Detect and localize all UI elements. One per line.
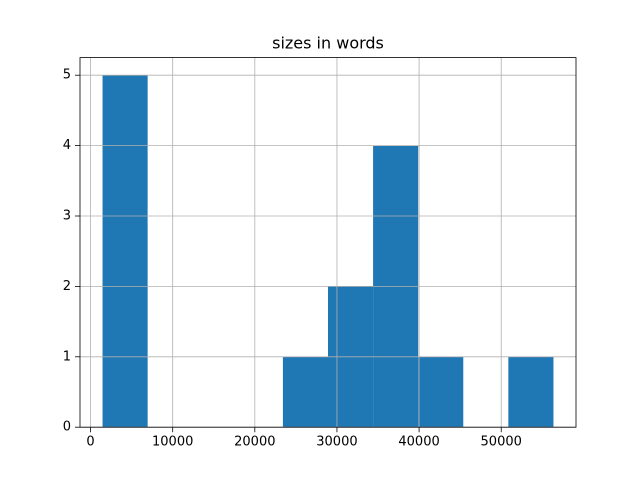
x-tick-label: 40000 — [398, 435, 439, 450]
x-tick-label: 20000 — [234, 435, 275, 450]
y-tick-label: 5 — [63, 68, 71, 83]
y-tick-label: 4 — [63, 138, 71, 153]
y-tick-label: 1 — [63, 349, 71, 364]
bar — [418, 356, 464, 428]
bar — [102, 75, 148, 428]
chart-title: sizes in words — [272, 34, 384, 53]
x-tick-label: 0 — [86, 435, 94, 450]
x-tick-label: 10000 — [152, 435, 193, 450]
bar — [508, 356, 554, 428]
y-tick-label: 0 — [63, 420, 71, 435]
y-tick-label: 3 — [63, 209, 71, 224]
x-tick-label: 30000 — [316, 435, 357, 450]
bar — [282, 356, 328, 428]
y-tick-label: 2 — [63, 279, 71, 294]
x-tick-label: 50000 — [481, 435, 522, 450]
axes-frame — [79, 57, 577, 428]
